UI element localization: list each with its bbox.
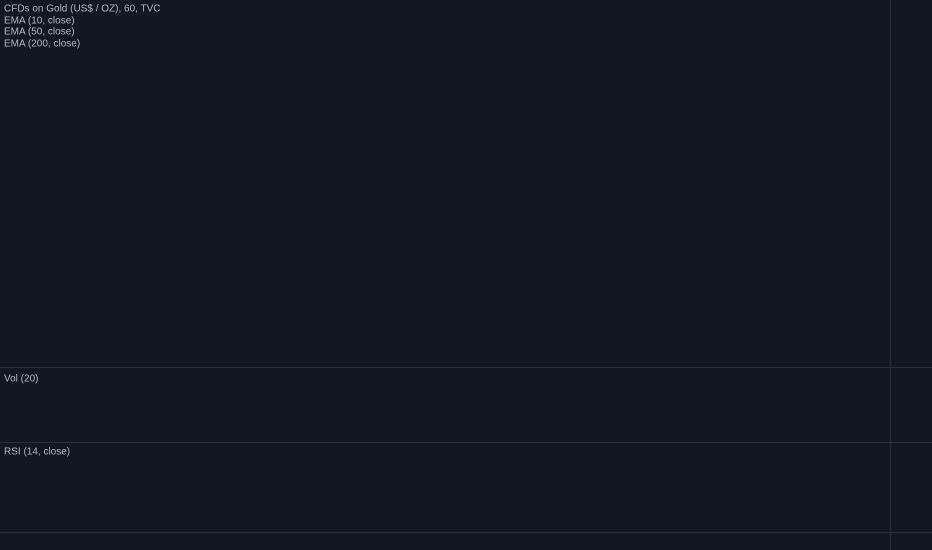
volume-title: Vol (20) [4,374,38,385]
symbol-title: CFDs on Gold (US$ / OZ), 60, TVC [4,4,161,15]
indicator-legend: EMA (200, close) [4,39,80,50]
rsi-title: RSI (14, close) [4,447,70,458]
labels: CFDs on Gold (US$ / OZ), 60, TVC EMA (10… [4,4,161,458]
indicator-legend: EMA (10, close) [4,16,75,27]
indicator-legend: EMA (50, close) [4,27,75,38]
